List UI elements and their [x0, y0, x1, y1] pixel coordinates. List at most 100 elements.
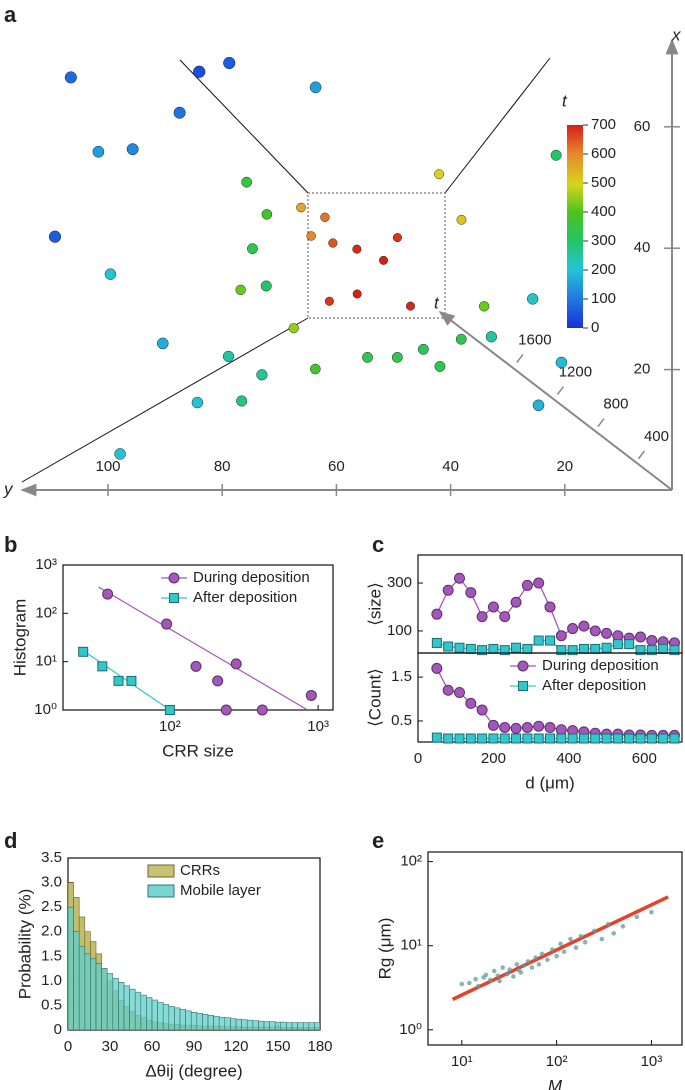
marker: [454, 733, 465, 744]
point: [555, 356, 568, 369]
point: [549, 947, 555, 952]
marker: [465, 733, 476, 744]
x-tick-label: 180: [307, 1038, 332, 1055]
fit-line: [451, 895, 669, 1001]
marker: [624, 733, 635, 744]
marker: [522, 733, 533, 744]
bar: [269, 1021, 276, 1030]
x-tick-label: 10¹: [451, 1053, 473, 1070]
bar: [297, 1022, 304, 1030]
y-axis-label: Histogram: [10, 599, 29, 676]
point: [532, 399, 545, 412]
bar: [230, 1018, 237, 1030]
y-tick-label: 80: [214, 458, 231, 475]
bar: [196, 1012, 203, 1030]
marker: [510, 722, 522, 734]
x-tick-label: 30: [102, 1038, 119, 1055]
x-tick-label: 10³: [307, 718, 329, 735]
y-tick-label: 3.0: [41, 874, 62, 891]
bar: [101, 968, 108, 1030]
point: [92, 145, 105, 158]
marker: [590, 643, 601, 654]
y-tick-label: 10⁰: [399, 1021, 422, 1038]
t-tick-label: 800: [603, 396, 628, 413]
line: [436, 668, 675, 737]
marker: [453, 686, 465, 698]
point: [434, 169, 445, 180]
point: [247, 243, 258, 255]
t-axis-label: t: [434, 293, 440, 312]
colorbar-tick-label: 100: [591, 290, 616, 307]
legend-label: During deposition: [193, 569, 310, 586]
series-group: [436, 668, 675, 740]
point: [558, 941, 563, 947]
point: [352, 244, 362, 254]
point: [406, 301, 415, 311]
y-tick-label: 60: [328, 458, 345, 475]
y-tick-label: 2.0: [41, 923, 62, 940]
y-tick-label: 10²: [35, 604, 57, 621]
y-tick-label: 2.5: [41, 898, 62, 915]
bar: [162, 1004, 170, 1030]
point: [456, 214, 467, 225]
point: [235, 284, 246, 296]
bar: [146, 997, 153, 1030]
point: [157, 337, 169, 350]
y-axis-label: Rg (μm): [375, 918, 394, 980]
marker: [465, 697, 477, 709]
point: [320, 212, 330, 222]
marker: [230, 658, 242, 670]
marker: [510, 596, 522, 608]
marker: [612, 733, 623, 744]
legend-swatch: [147, 864, 175, 878]
bar: [73, 931, 80, 1030]
point: [529, 965, 535, 970]
marker: [465, 643, 476, 654]
marker: [601, 733, 612, 744]
point: [455, 333, 467, 345]
point: [495, 973, 501, 978]
marker: [499, 722, 511, 734]
marker: [126, 675, 137, 686]
y-axis-label: Probability (%): [15, 889, 34, 1000]
legend-marker: [518, 681, 528, 691]
legend-marker: [517, 660, 529, 672]
point: [491, 968, 497, 974]
marker: [522, 643, 533, 654]
marker: [533, 720, 545, 732]
point: [473, 976, 478, 982]
x-tick-label: 10²: [159, 718, 181, 735]
bar: [308, 1022, 315, 1030]
marker: [545, 635, 555, 646]
colorbar-tick-label: 0: [591, 319, 599, 336]
y-tick-label: 1.0: [41, 972, 62, 989]
bar: [179, 1009, 186, 1030]
point: [545, 957, 550, 963]
x-tick-label: 20: [634, 361, 651, 378]
marker: [511, 642, 522, 653]
tick: [556, 386, 565, 396]
marker: [578, 643, 589, 654]
x-axis-label: d (μm): [525, 773, 574, 792]
colorbar-tick-label: 200: [591, 261, 616, 278]
point: [241, 176, 252, 188]
marker: [113, 675, 124, 686]
x-axis-label: M: [548, 1076, 563, 1090]
bar: [84, 953, 91, 1030]
point: [521, 963, 527, 968]
y-tick-label: 10²: [400, 853, 422, 870]
marker: [431, 608, 443, 620]
axes-frame: [62, 564, 334, 711]
marker: [442, 584, 454, 596]
bar: [274, 1021, 282, 1030]
marker: [612, 639, 623, 650]
marker: [256, 704, 268, 716]
series-group: [436, 577, 675, 651]
legend-label: Mobile layer: [180, 882, 261, 899]
bar: [218, 1016, 226, 1030]
point: [561, 949, 567, 954]
point: [459, 981, 465, 987]
point: [554, 953, 559, 959]
marker: [431, 662, 443, 674]
point: [568, 936, 573, 942]
